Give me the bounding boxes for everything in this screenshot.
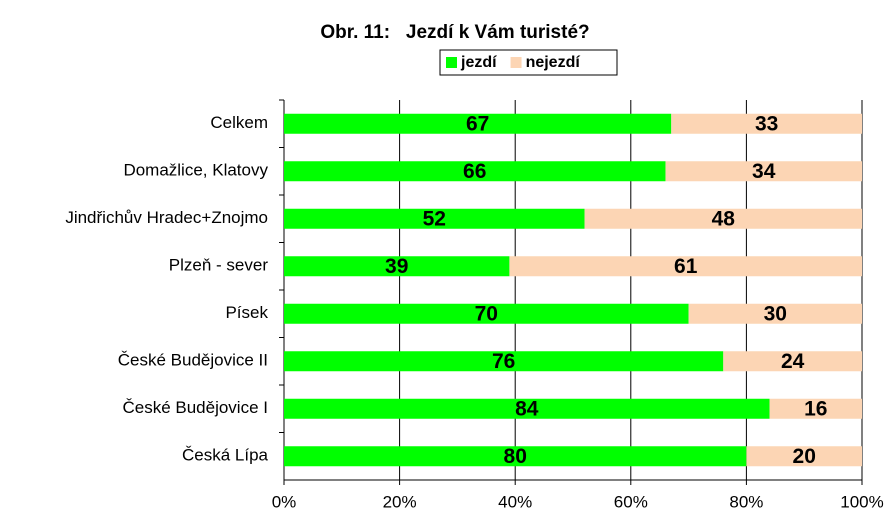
bar-segment bbox=[284, 161, 666, 182]
bar-segment bbox=[284, 208, 585, 229]
data-label: 39 bbox=[385, 255, 408, 278]
bar-segment bbox=[284, 446, 747, 467]
bar-segment bbox=[746, 446, 862, 467]
data-label: 16 bbox=[804, 397, 827, 420]
y-tick-label: České Budějovice II bbox=[118, 351, 268, 370]
bar-segment bbox=[665, 161, 862, 182]
data-label: 84 bbox=[515, 397, 539, 420]
data-label: 52 bbox=[423, 207, 446, 230]
data-label: 76 bbox=[492, 350, 515, 373]
x-tick-label: 40% bbox=[498, 492, 532, 511]
data-label: 24 bbox=[781, 350, 805, 373]
bar-segment bbox=[284, 398, 770, 419]
legend-swatch bbox=[510, 57, 522, 68]
data-label: 34 bbox=[752, 160, 776, 183]
y-tick-label: Plzeň - sever bbox=[169, 256, 269, 275]
y-tick-label: Jindřichův Hradec+Znojmo bbox=[65, 208, 268, 227]
bar-segment bbox=[671, 113, 862, 134]
y-tick-label: Domažlice, Klatovy bbox=[123, 161, 268, 180]
x-tick-label: 80% bbox=[729, 492, 763, 511]
legend-label: jezdí bbox=[460, 54, 497, 71]
bar-segment bbox=[769, 398, 862, 419]
bar-segment bbox=[284, 351, 724, 372]
data-label: 66 bbox=[463, 160, 486, 183]
data-label: 30 bbox=[764, 302, 787, 325]
legend-box bbox=[439, 49, 618, 76]
data-label: 61 bbox=[674, 255, 698, 278]
x-tick-label: 60% bbox=[614, 492, 648, 511]
bar-segment bbox=[284, 113, 672, 134]
y-tick-label: Písek bbox=[225, 303, 268, 322]
legend-label: nejezdí bbox=[526, 54, 581, 71]
bar-segment bbox=[509, 256, 862, 277]
data-label: 80 bbox=[504, 445, 527, 468]
bar-segment bbox=[688, 303, 862, 324]
x-tick-label: 0% bbox=[272, 492, 297, 511]
data-label: 70 bbox=[475, 302, 498, 325]
y-tick-label: České Budějovice I bbox=[122, 398, 268, 417]
data-label: 48 bbox=[712, 207, 736, 230]
data-label: 20 bbox=[793, 445, 816, 468]
x-tick-label: 100% bbox=[840, 492, 883, 511]
bar-segment bbox=[284, 303, 689, 324]
y-tick-label: Celkem bbox=[210, 113, 268, 132]
data-label: 33 bbox=[755, 112, 778, 135]
data-label: 67 bbox=[466, 112, 489, 135]
bar-segment bbox=[584, 208, 862, 229]
chart-title: Obr. 11: Jezdí k Vám turisté? bbox=[320, 22, 589, 43]
bar-segment bbox=[723, 351, 862, 372]
legend-swatch bbox=[446, 57, 457, 68]
x-tick-label: 20% bbox=[383, 492, 417, 511]
bar-segment bbox=[284, 256, 510, 277]
y-tick-label: Česká Lípa bbox=[182, 446, 269, 465]
